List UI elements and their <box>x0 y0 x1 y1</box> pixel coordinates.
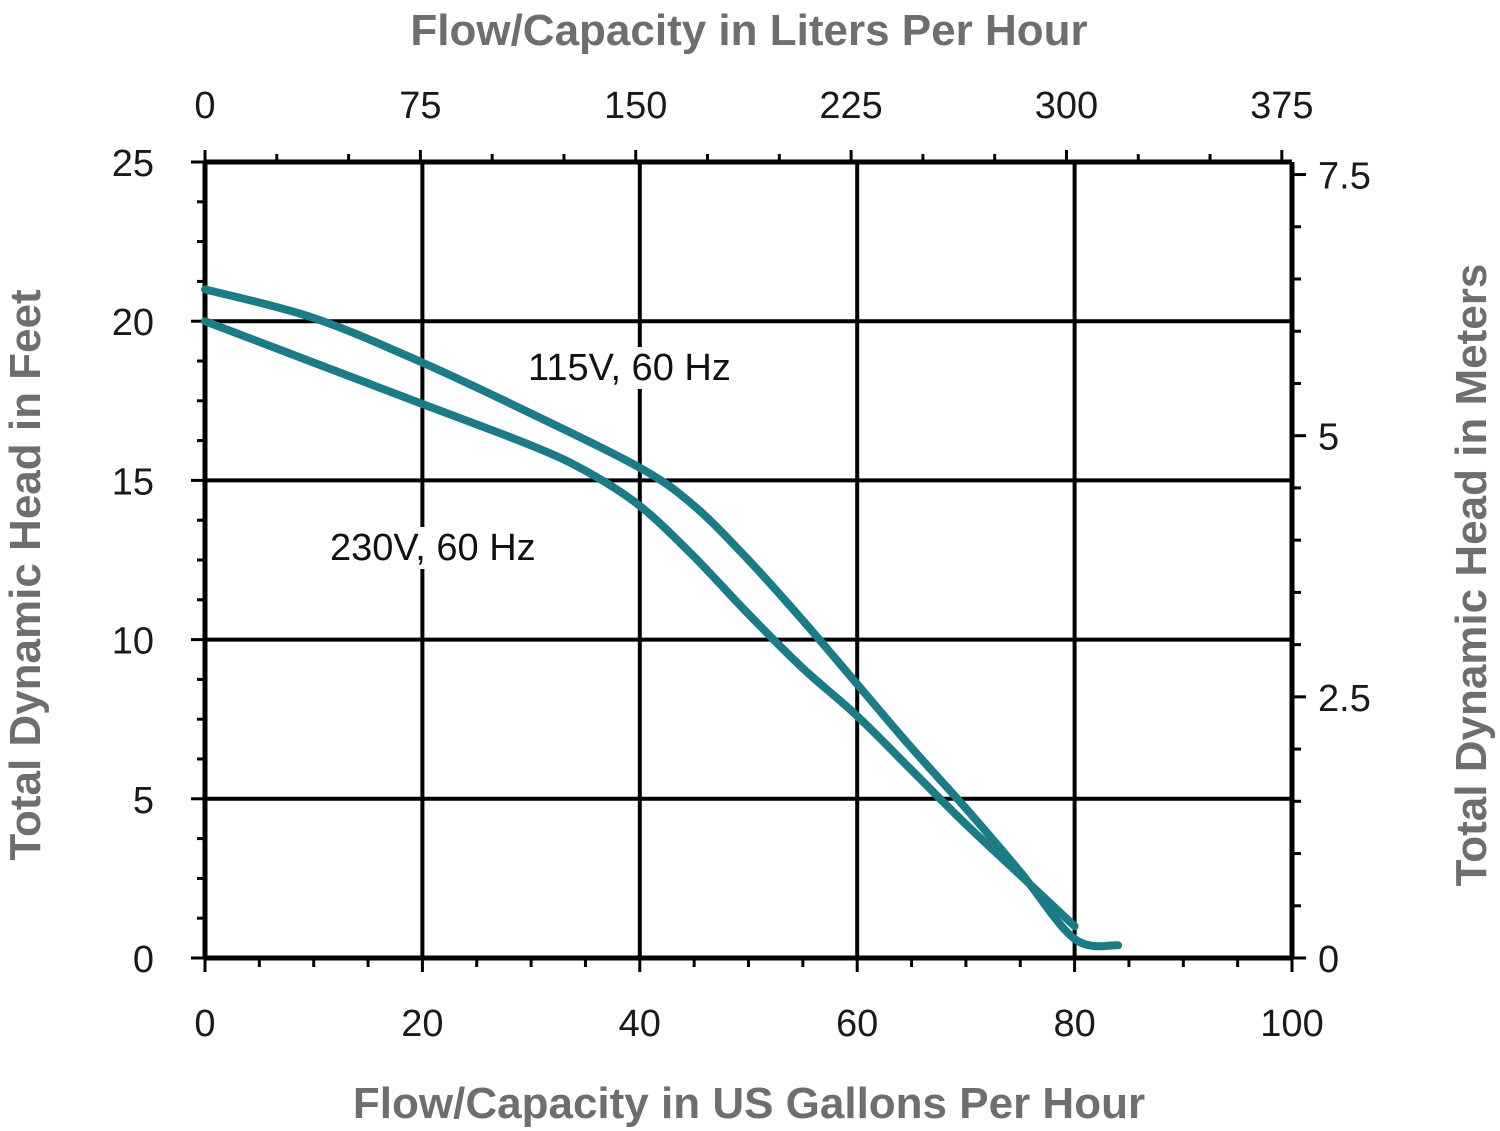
x-axis-title-top: Flow/Capacity in Liters Per Hour <box>410 6 1087 55</box>
y-tick-label-25: 25 <box>112 143 154 185</box>
y-right-tick-label-7.5: 7.5 <box>1318 156 1371 198</box>
x-tick-label-100: 100 <box>1260 1003 1323 1045</box>
x-axis-title-bottom: Flow/Capacity in US Gallons Per Hour <box>353 1079 1145 1128</box>
grid <box>205 162 1292 958</box>
x-tick-label-20: 20 <box>401 1003 443 1045</box>
y-tick-label-15: 15 <box>112 461 154 503</box>
annot-230-backdrop <box>328 527 538 569</box>
x-top-tick-label-300: 300 <box>1035 85 1098 127</box>
x-tick-label-60: 60 <box>836 1003 878 1045</box>
x-top-tick-label-150: 150 <box>604 85 667 127</box>
y-tick-label-0: 0 <box>133 939 154 981</box>
annot-115-backdrop <box>526 347 733 389</box>
x-top-tick-label-375: 375 <box>1250 85 1313 127</box>
annotation-115v: 115V, 60 Hz <box>528 347 731 389</box>
series-line-1 <box>201 317 1079 931</box>
y-right-tick-label-2.5: 2.5 <box>1318 678 1371 720</box>
tick-labels: 0 20 40 60 80 100 0 75 150 225 300 375 0 5 10 15 20 25 0 2.… <box>112 85 1371 1045</box>
y-right-tick-label-0: 0 <box>1318 939 1339 981</box>
y-tick-label-20: 20 <box>112 302 154 344</box>
x-tick-label-40: 40 <box>619 1003 661 1045</box>
x-top-tick-label-0: 0 <box>194 85 215 127</box>
x-tick-label-0: 0 <box>194 1003 215 1045</box>
y-axis-title-left: Total Dynamic Head in Feet <box>1 289 50 861</box>
x-top-tick-label-225: 225 <box>819 85 882 127</box>
axis-ticks <box>191 150 1306 972</box>
y-right-tick-label-5: 5 <box>1318 417 1339 459</box>
x-tick-label-80: 80 <box>1053 1003 1095 1045</box>
y-tick-label-10: 10 <box>112 621 154 663</box>
x-top-tick-label-75: 75 <box>399 85 441 127</box>
curves <box>201 285 1123 951</box>
y-tick-label-5: 5 <box>133 780 154 822</box>
annotation-230v: 230V, 60 Hz <box>330 527 536 569</box>
y-axis-title-right: Total Dynamic Head in Meters <box>1447 264 1496 887</box>
series-line-0 <box>201 285 1123 951</box>
